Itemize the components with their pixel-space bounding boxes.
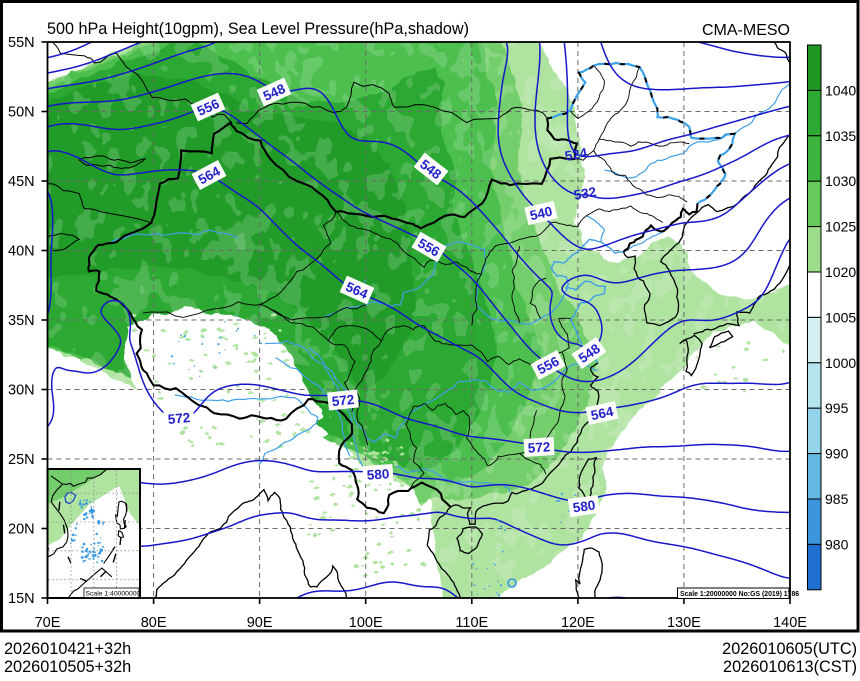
svg-text:Scale 1:20000000 No:GS (2019): Scale 1:20000000 No:GS (2019) 1786: [680, 591, 799, 598]
svg-text:2026010421+32h: 2026010421+32h: [4, 640, 131, 658]
svg-text:580: 580: [572, 498, 596, 516]
svg-text:500 hPa Height(10gpm), Sea Lev: 500 hPa Height(10gpm), Sea Level Pressur…: [47, 20, 469, 38]
svg-text:1025: 1025: [825, 219, 856, 235]
svg-text:572: 572: [331, 392, 355, 409]
svg-text:35N: 35N: [8, 313, 35, 329]
svg-text:980: 980: [825, 536, 849, 552]
svg-text:540: 540: [528, 204, 553, 224]
svg-text:2026010613(CST): 2026010613(CST): [723, 658, 857, 676]
svg-text:995: 995: [825, 400, 849, 416]
svg-text:1000: 1000: [825, 355, 856, 371]
svg-text:50N: 50N: [8, 105, 35, 121]
svg-text:130E: 130E: [667, 615, 701, 631]
svg-text:140E: 140E: [773, 615, 807, 631]
svg-text:1035: 1035: [825, 128, 856, 144]
svg-text:80E: 80E: [141, 615, 167, 631]
svg-text:70E: 70E: [35, 615, 61, 631]
svg-text:100E: 100E: [349, 615, 383, 631]
svg-text:20N: 20N: [8, 522, 35, 538]
svg-text:30N: 30N: [8, 383, 35, 399]
svg-text:25N: 25N: [8, 452, 35, 468]
svg-text:524: 524: [564, 145, 589, 164]
svg-text:120E: 120E: [561, 615, 595, 631]
svg-text:90E: 90E: [247, 615, 273, 631]
svg-text:15N: 15N: [8, 591, 35, 607]
svg-text:1005: 1005: [825, 309, 856, 325]
svg-text:CMA-MESO: CMA-MESO: [702, 22, 790, 39]
svg-text:2026010505+32h: 2026010505+32h: [4, 658, 131, 676]
svg-text:2026010605(UTC): 2026010605(UTC): [722, 640, 857, 658]
svg-text:580: 580: [366, 466, 390, 483]
svg-text:110E: 110E: [455, 615, 488, 631]
svg-text:45N: 45N: [8, 174, 35, 190]
svg-text:1020: 1020: [825, 264, 856, 280]
svg-text:1030: 1030: [825, 173, 856, 189]
svg-text:572: 572: [527, 439, 551, 456]
svg-text:55N: 55N: [8, 35, 35, 51]
svg-text:1040: 1040: [825, 82, 856, 98]
svg-text:532: 532: [573, 184, 598, 203]
svg-text:564: 564: [590, 404, 616, 423]
svg-text:572: 572: [167, 410, 191, 427]
svg-text:Scale 1:40000000: Scale 1:40000000: [86, 590, 141, 597]
svg-text:40N: 40N: [8, 244, 35, 260]
svg-text:985: 985: [825, 491, 849, 507]
svg-text:990: 990: [825, 446, 849, 462]
